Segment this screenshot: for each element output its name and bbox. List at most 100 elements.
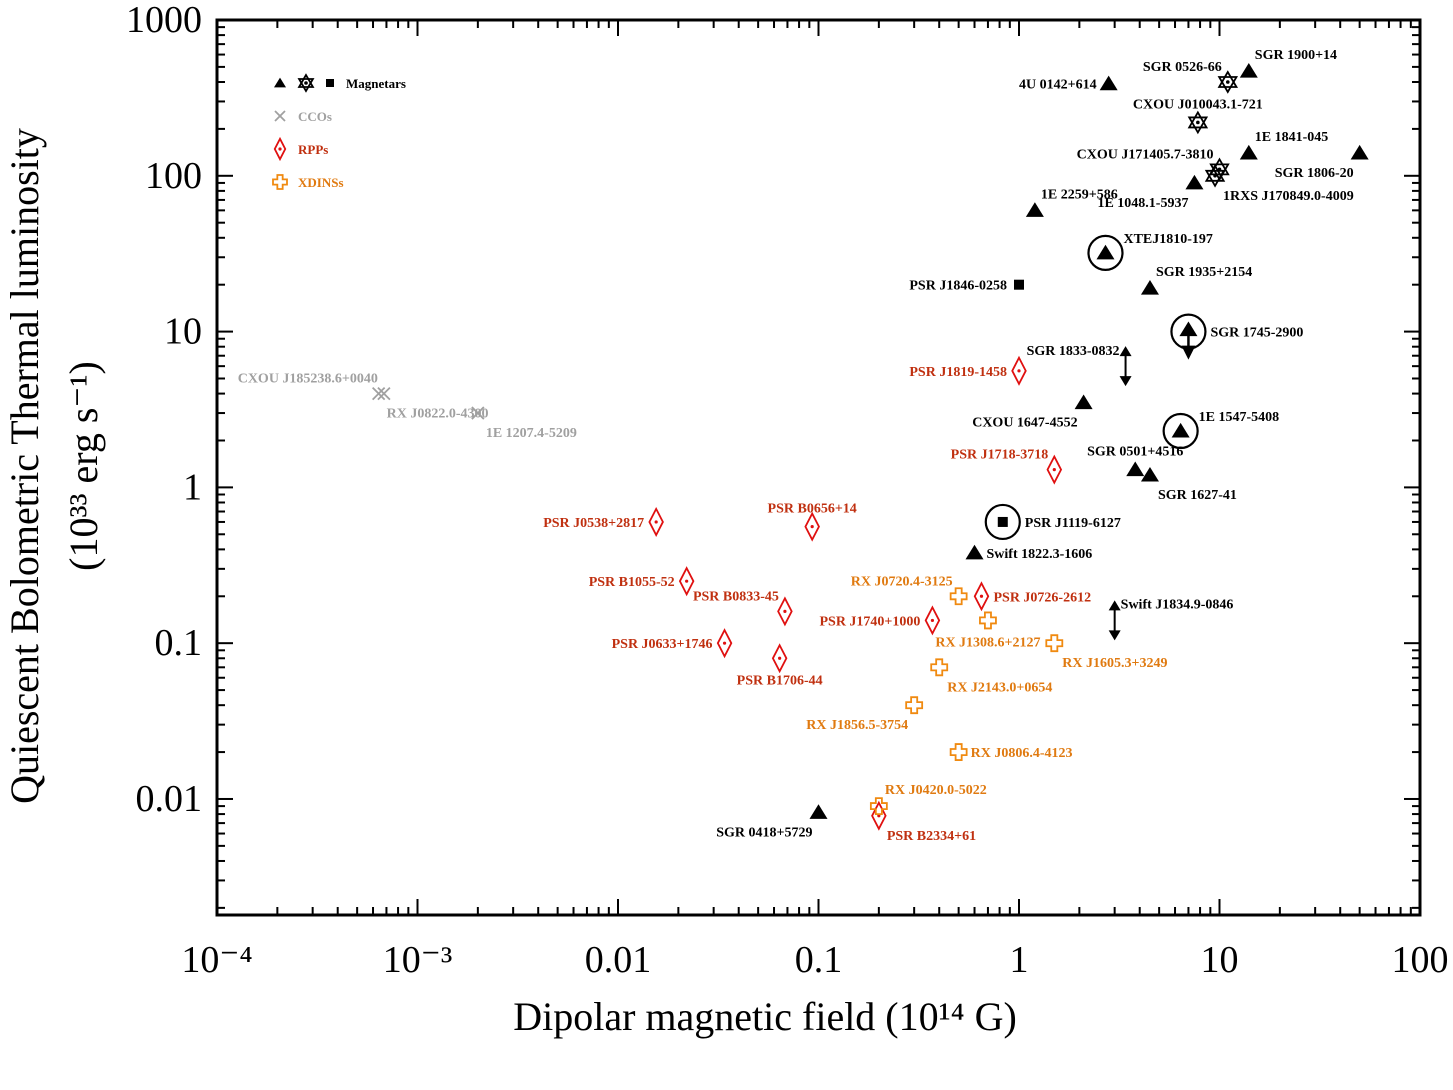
diamond-marker	[871, 800, 887, 831]
point-labels: 4U 0142+614 SGR 0526-66 SGR 1900+14 CXOU J0…	[238, 48, 1354, 844]
point-label: SGR 1833-0832	[1027, 344, 1120, 359]
star-marker	[297, 73, 315, 93]
diamond-marker	[1011, 355, 1027, 386]
point-label: PSR J1740+1000	[819, 614, 920, 629]
x-tick-label: 10⁻³	[383, 939, 452, 981]
triangle-marker	[809, 804, 828, 819]
point-label: SGR 1935+2154	[1156, 265, 1252, 280]
point-label: 4U 0142+614	[1019, 78, 1097, 93]
plus-marker	[1045, 634, 1064, 653]
point-label: CXOU J171405.7-3810	[1077, 147, 1214, 162]
point-label: RX J0420.0-5022	[885, 783, 987, 798]
data-point	[1126, 461, 1145, 477]
point-label: RX J0720.4-3125	[851, 574, 953, 589]
point-label: SGR 0418+5729	[716, 825, 812, 840]
diamond-marker	[273, 136, 287, 162]
plus-marker	[869, 797, 888, 816]
data-point	[949, 743, 968, 761]
cross-marker	[471, 406, 485, 420]
y-tick-label: 0.1	[155, 622, 203, 664]
point-label: PSR J0538+2817	[543, 516, 644, 531]
data-point	[1350, 144, 1369, 160]
data-point	[979, 611, 997, 630]
square-marker	[1014, 279, 1024, 290]
y-tick-label: 0.01	[136, 778, 203, 820]
triangle-marker	[274, 77, 286, 88]
point-label: PSR J1718-3718	[951, 448, 1049, 463]
triangle-marker	[1239, 144, 1258, 160]
data-point	[1187, 110, 1209, 135]
point-label: Swift J1834.9-0846	[1121, 597, 1234, 612]
point-label: XTEJ1810-197	[1123, 232, 1212, 247]
diamond-marker	[678, 566, 695, 597]
cross-marker	[274, 110, 286, 122]
star-marker	[1204, 163, 1226, 188]
triangle-marker	[1350, 144, 1369, 160]
legend-entry-magnetar: Magnetars	[274, 73, 406, 93]
square-marker	[997, 516, 1008, 527]
y-tick-label: 100	[145, 155, 202, 197]
diamond-marker	[973, 581, 990, 612]
data-point	[1014, 279, 1024, 290]
point-label: 1E 1048.1-5937	[1097, 196, 1188, 211]
data-point	[678, 566, 695, 597]
y-tick-label: 1	[183, 466, 202, 508]
point-label: PSR B1055-52	[589, 575, 675, 590]
triangle-arrow-marker	[1179, 321, 1198, 360]
plot-frame	[215, 18, 1422, 917]
data-point	[965, 544, 984, 560]
triangle-marker	[965, 544, 984, 560]
point-label: PSR B1706-44	[737, 673, 823, 688]
plus-marker	[979, 611, 997, 630]
point-label: 1E 2259+586	[1041, 187, 1118, 202]
square-marker	[326, 79, 334, 87]
data-point	[869, 797, 888, 816]
triangle-marker	[1099, 75, 1118, 91]
data-point	[804, 511, 820, 542]
legend-entry-rpp: RPPs	[273, 136, 328, 162]
plus-marker	[930, 658, 949, 677]
data-point	[377, 386, 391, 401]
point-label: PSR J0726-2612	[993, 590, 1091, 605]
point-label: PSR B0656+14	[768, 502, 857, 517]
diamond-marker	[648, 506, 664, 537]
x-tick-label: 10	[1201, 939, 1239, 981]
point-label: PSR J0633+1746	[612, 637, 713, 652]
data-point	[949, 587, 968, 606]
triangle-marker	[1171, 422, 1190, 438]
data-point	[1140, 466, 1159, 482]
legend-label: Magnetars	[346, 76, 406, 91]
x-tick-label: 100	[1392, 939, 1449, 981]
data-point	[372, 386, 386, 401]
diamond-marker	[777, 596, 793, 627]
point-label: SGR 1745-2900	[1210, 326, 1303, 341]
tick-labels: 10⁻⁴ 10⁻³ 0.01 0.1 1 10 100 0.01 0.1 1 10 100 1000	[126, 0, 1449, 981]
data-point	[771, 643, 788, 674]
diamond-marker	[924, 605, 941, 636]
legend-label: XDINSs	[298, 175, 344, 190]
point-label: CXOU 1647-4552	[972, 416, 1077, 431]
point-label: CXOU J185238.6+0040	[238, 372, 378, 387]
cross-marker	[372, 386, 386, 401]
point-label: RX J1308.6+2127	[935, 635, 1040, 650]
data-point	[1119, 346, 1132, 387]
triangle-marker	[1126, 461, 1145, 477]
axes-layer	[215, 18, 1422, 917]
diamond-marker	[716, 628, 733, 659]
double-arrow-marker	[1119, 346, 1132, 387]
data-point	[905, 696, 924, 715]
point-label: SGR 0501+4516	[1087, 445, 1183, 460]
data-point	[809, 804, 828, 819]
diamond-marker	[1046, 454, 1063, 485]
data-point	[930, 658, 949, 677]
legend-label: RPPs	[298, 142, 328, 157]
data-point	[1087, 234, 1124, 271]
point-label: SGR 1627-41	[1158, 488, 1237, 503]
triangle-marker	[1185, 174, 1204, 190]
y-axis-title-line1: Quiescent Bolometric Thermal luminosity	[2, 128, 47, 804]
data-point	[1185, 174, 1204, 190]
point-label: RX J1605.3+3249	[1062, 656, 1167, 671]
plus-marker	[949, 587, 968, 606]
triangle-marker	[1140, 280, 1159, 295]
